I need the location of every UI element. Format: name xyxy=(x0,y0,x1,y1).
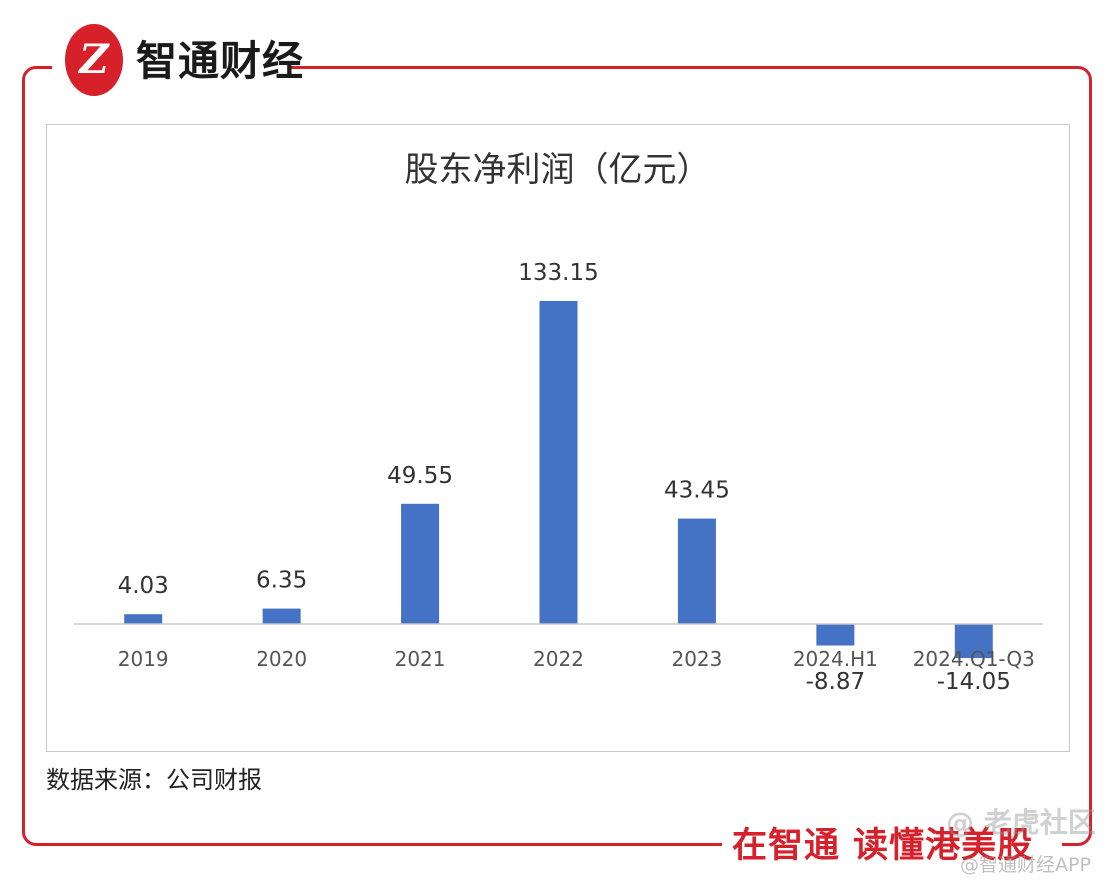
data-label: 49.55 xyxy=(387,463,453,489)
x-tick-label: 2019 xyxy=(118,647,169,671)
source-note: 数据来源：公司财报 xyxy=(46,766,262,794)
brand-name: 智通财经 xyxy=(136,37,304,85)
chart-title: 股东净利润（亿元） xyxy=(404,150,711,190)
data-label: -8.87 xyxy=(806,669,866,695)
x-tick-label: 2022 xyxy=(533,647,584,671)
data-label: -14.05 xyxy=(937,669,1011,695)
brand-slogan: 在智通 读懂港美股 xyxy=(732,826,1034,866)
brand-frame xyxy=(22,66,1092,846)
bar-2019 xyxy=(124,614,163,624)
bar-2020 xyxy=(262,608,301,624)
x-tick-label: 2024.Q1-Q3 xyxy=(913,647,1035,671)
bar-2021 xyxy=(401,503,440,624)
watermark-app: @智通财经APP xyxy=(960,854,1091,876)
data-label: 6.35 xyxy=(256,568,307,594)
bar-2023 xyxy=(677,518,716,624)
bar-2024.H1 xyxy=(816,624,855,646)
slogan-area xyxy=(722,828,1062,868)
bar-2024.Q1-Q3 xyxy=(954,624,993,659)
x-tick-label: 2020 xyxy=(256,647,307,671)
x-tick-label: 2021 xyxy=(395,647,446,671)
x-tick-label: 2024.H1 xyxy=(793,647,878,671)
data-label: 4.03 xyxy=(118,573,169,599)
bar-2022 xyxy=(539,301,578,624)
brand-logo-mark: Z xyxy=(79,36,109,83)
data-label: 133.15 xyxy=(518,260,598,286)
x-tick-label: 2023 xyxy=(671,647,722,671)
data-label: 43.45 xyxy=(664,478,730,504)
brand-logo-icon: Z xyxy=(65,24,123,96)
watermark-community: @ 老虎社区 xyxy=(946,806,1096,839)
